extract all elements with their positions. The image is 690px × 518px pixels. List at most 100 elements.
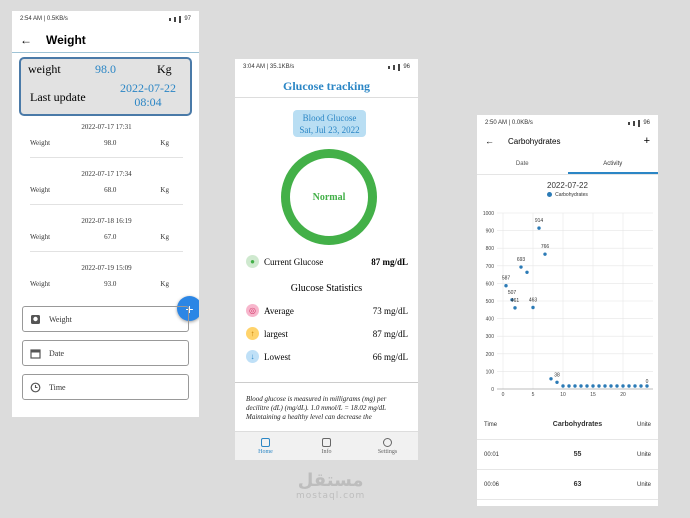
average-icon: ◎: [246, 304, 259, 317]
stat-label: Lowest: [264, 351, 291, 362]
y-tick-label: 300: [486, 334, 495, 340]
blood-glucose-date: Sat, Jul 23, 2022: [299, 125, 360, 135]
data-point: [519, 265, 523, 269]
tab-bar: Date Activity: [477, 155, 658, 175]
status-icons: 96: [388, 63, 410, 71]
stat-value: 87 mg/dL: [372, 328, 408, 339]
column-unit: Unite: [636, 421, 651, 428]
status-bar: 3:04 AM | 35.1KB/s 96: [235, 59, 418, 75]
watermark-arabic: مستقل: [297, 470, 364, 491]
y-tick-label: 400: [486, 317, 495, 323]
data-point: [561, 384, 565, 388]
weight-summary-card: weight 98.0 Kg Last update 2022-07-22 08…: [19, 57, 192, 116]
stat-row-average: ◎ Average 73 mg/dL: [246, 304, 408, 317]
record-label: Weight: [30, 280, 51, 288]
list-item[interactable]: 2022-07-17 17:31 Weight 98.0 Kg: [30, 123, 183, 158]
data-point: [645, 384, 649, 388]
info-icon: [322, 437, 331, 447]
last-update-label: Last update: [30, 90, 86, 104]
data-point: [609, 384, 613, 388]
data-label: 766: [541, 244, 550, 250]
watermark: مستقل mostaql.com: [296, 470, 366, 502]
back-arrow-icon[interactable]: ←: [20, 32, 32, 47]
status-time: 2:50 AM | 0.0KB/s: [485, 120, 533, 126]
list-item[interactable]: 2022-07-17 17:34 Weight 68.0 Kg: [30, 170, 183, 205]
data-point: [579, 384, 583, 388]
y-tick-label: 1000: [483, 211, 494, 217]
column-carbohydrates: Carbohydrates: [552, 421, 603, 428]
stat-label: largest: [264, 328, 288, 339]
nav-home-label: Home: [258, 448, 273, 455]
list-item[interactable]: 2022-07-19 15:09 Weight 93.0 Kg: [30, 264, 183, 288]
record-unit: Kg: [160, 139, 169, 147]
record-label: Weight: [30, 139, 51, 147]
time-field[interactable]: Time: [22, 374, 189, 400]
record-unit: Kg: [160, 186, 169, 194]
data-point: [639, 384, 643, 388]
status-bar: 2:50 AM | 0.0KB/s 96: [477, 115, 658, 131]
stat-value: 66 mg/dL: [372, 351, 408, 362]
back-arrow-icon[interactable]: ←: [485, 136, 494, 146]
app-bar: ← Weight: [12, 27, 199, 53]
tab-date[interactable]: Date: [515, 161, 529, 167]
y-tick-label: 800: [486, 246, 495, 252]
tab-activity[interactable]: Activity: [567, 155, 658, 174]
status-time: 2:54 AM | 0.5KB/s: [20, 16, 68, 22]
data-point: [597, 384, 601, 388]
y-tick-label: 600: [486, 281, 495, 287]
statistics-heading: Glucose Statistics: [290, 283, 363, 294]
record-label: Weight: [30, 186, 51, 194]
row-unit: Unite: [636, 451, 651, 458]
arrow-up-icon: ↑: [246, 327, 259, 340]
record-datetime: 2022-07-19 15:09: [81, 264, 132, 272]
date-field[interactable]: Date: [22, 340, 189, 366]
table-row[interactable]: 00:01 55 Unite: [477, 440, 658, 470]
divider: [235, 382, 418, 383]
data-point: [513, 306, 517, 310]
scale-icon: [30, 314, 41, 325]
status-icons: 97: [169, 15, 191, 23]
data-point: [591, 384, 595, 388]
calendar-icon: [30, 348, 41, 359]
x-tick-label: 0: [502, 392, 505, 398]
list-item[interactable]: 2022-07-18 16:19 Weight 67.0 Kg: [30, 217, 183, 252]
app-bar: ← Carbohydrates +: [477, 131, 658, 151]
table-row[interactable]: 00:06 63 Unite: [477, 470, 658, 500]
data-point: [510, 298, 514, 302]
battery-level: 96: [403, 64, 410, 70]
nav-info[interactable]: Info: [296, 432, 357, 460]
legend-marker: [547, 192, 553, 198]
date-field-label: Date: [49, 348, 65, 358]
data-point: [531, 305, 535, 310]
record-unit: Kg: [160, 280, 169, 288]
data-point: [627, 384, 631, 388]
y-tick-label: 0: [491, 387, 494, 393]
plus-icon: +: [185, 300, 194, 317]
status-icons: 96: [628, 119, 650, 127]
gear-icon: [383, 437, 392, 447]
nav-settings[interactable]: Settings: [357, 432, 418, 460]
row-time: 00:01: [484, 451, 500, 458]
data-point: [573, 384, 577, 388]
data-label: 0: [646, 379, 649, 385]
weight-field[interactable]: Weight: [22, 306, 189, 332]
row-unit: Unite: [636, 481, 651, 488]
status-time: 3:04 AM | 35.1KB/s: [243, 64, 295, 70]
nav-home[interactable]: Home: [235, 432, 296, 460]
weight-screen: 2:54 AM | 0.5KB/s 97 ← Weight weight 98.…: [12, 11, 199, 417]
weight-label: weight: [28, 62, 61, 76]
bottom-navigation: Home Info Settings: [235, 431, 418, 460]
blood-glucose-date-box[interactable]: Blood Glucose Sat, Jul 23, 2022: [293, 110, 366, 137]
x-tick-label: 5: [532, 392, 535, 398]
last-update-value: 2022-07-22 08:04: [120, 81, 176, 109]
data-point: [555, 380, 559, 385]
watermark-latin: mostaql.com: [296, 491, 366, 501]
weight-unit: Kg: [157, 62, 172, 76]
data-label: 693: [517, 257, 526, 263]
glucose-description: Blood glucose is measured in milligrams …: [246, 395, 387, 421]
table-header: Time Carbohydrates Unite: [477, 410, 658, 440]
chart-legend: Carbohydrates: [477, 192, 658, 198]
add-icon[interactable]: +: [643, 135, 650, 147]
stat-label: Average: [264, 305, 294, 316]
